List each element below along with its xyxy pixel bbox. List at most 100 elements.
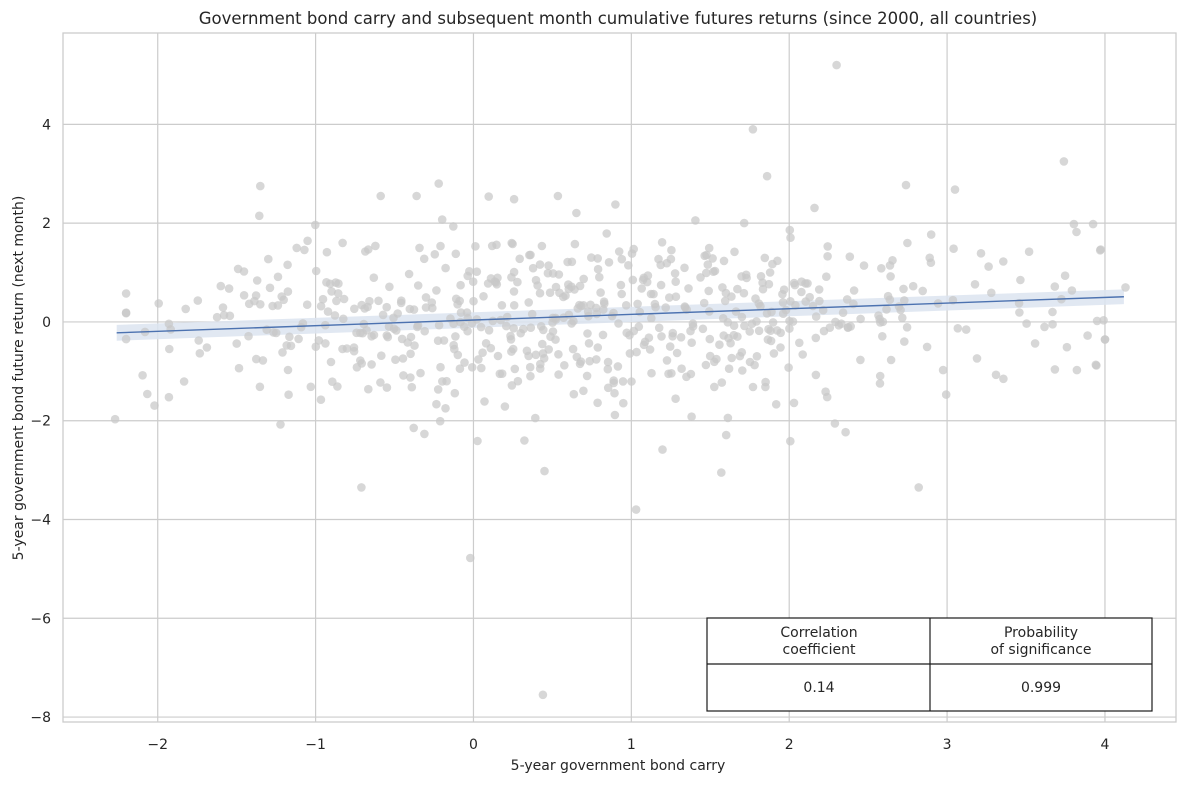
scatter-point [251,291,261,300]
x-tick-label: 0 [469,737,478,753]
scatter-point [900,296,909,305]
scatter-point [776,328,785,338]
scatter-point [306,382,316,392]
scatter-point [548,318,557,327]
scatter-point [544,261,553,270]
y-tick-label: 2 [42,216,51,232]
scatter-point [640,337,650,347]
scatter-point [545,288,555,298]
scatter-point [680,303,690,312]
scatter-point [882,305,891,314]
scatter-point [845,252,855,261]
scatter-point [194,336,203,345]
scatter-point [834,321,844,330]
y-tick-label: 0 [42,315,51,331]
scatter-point [614,247,624,256]
scatter-point [538,349,548,358]
scatter-point [536,322,546,331]
scatter-point [610,410,620,420]
scatter-point [434,320,444,330]
scatter-point [666,254,676,264]
scatter-point [449,340,459,350]
scatter-point [364,384,373,394]
scatter-point [604,258,614,267]
scatter-point [769,349,779,358]
scatter-point [553,191,563,201]
scatter-point [233,264,243,274]
scatter-point [665,342,675,351]
scatter-point [822,392,832,402]
scatter-point [442,376,451,386]
scatter-point [327,287,336,296]
scatter-point [410,341,419,350]
scatter-point [999,257,1008,266]
scatter-point [472,267,482,277]
scatter-point [1092,316,1102,326]
scatter-point [121,334,131,344]
scatter-point [900,337,909,346]
scatter-point [252,276,262,285]
scatter-point [510,364,520,374]
scatter-point [856,314,865,324]
scatter-point [1030,339,1040,348]
scatter-point [480,397,489,406]
scatter-point [493,351,503,361]
x-tick-labels: −2 −1 0 1 2 3 4 [147,737,1109,753]
scatter-point [592,355,601,364]
scatter-point [1024,247,1034,256]
scatter-point [686,369,696,379]
scatter-point [439,336,449,345]
scatter-point [823,251,832,261]
scatter-point [926,230,936,239]
scatter-point [739,218,749,228]
scatter-point [216,281,226,291]
scatter-point [371,241,380,251]
scatter-point [367,360,376,369]
y-axis-label: 5-year government bond future return (ne… [11,196,27,561]
scatter-point [668,328,678,338]
scatter-point [225,311,235,321]
scatter-point [559,292,568,302]
scatter-point [251,354,261,364]
table-header-probability: Probability of significance [990,625,1091,658]
scatter-point [582,371,592,381]
scatter-point [739,288,749,298]
scatter-point [278,348,287,357]
scatter-point [719,331,728,340]
scatter-point [654,254,663,264]
scatter-point [631,505,641,514]
scatter-point [572,208,581,218]
scatter-point [179,377,189,386]
scatter-point [560,361,569,370]
scatter-point [283,260,292,270]
scatter-point [164,392,174,402]
scatter-point [811,370,821,380]
stats-table: Correlation coefficient Probability of sig… [706,617,1153,712]
scatter-point [888,255,897,265]
scatter-point [406,373,415,382]
scatter-point [492,280,502,289]
scatter-point [754,326,764,336]
scatter-point [409,423,419,433]
scatter-point [526,371,535,381]
scatter-point [650,299,660,309]
scatter-point [568,344,578,354]
scatter-point [687,412,696,422]
scatter-point [420,429,429,439]
scatter-point [709,267,718,277]
scatter-point [264,254,273,264]
scatter-point [922,342,932,352]
scatter-point [412,191,421,201]
scatter-point [507,347,516,356]
scatter-point [656,280,666,290]
scatter-point [789,398,799,408]
scatter-point [502,312,512,322]
scatter-point [488,316,498,326]
scatter-point [453,300,462,309]
scatter-point [413,322,422,332]
scatter-point [121,308,131,318]
scatter-point [795,338,804,348]
scatter-point [509,194,519,204]
scatter-point [670,269,680,278]
scatter-point [729,321,739,331]
